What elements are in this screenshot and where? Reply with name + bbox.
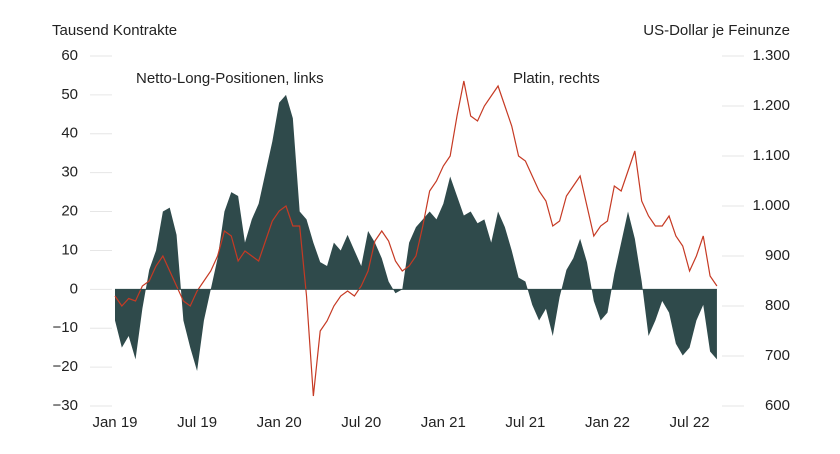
y-tick-label: −10 bbox=[53, 319, 78, 336]
annotation: Platin, rechts bbox=[513, 70, 600, 87]
y-axis-title: Tausend Kontrakte bbox=[52, 22, 177, 39]
x-tick-label: Jan 21 bbox=[421, 414, 466, 431]
x-tick-label: Jul 22 bbox=[670, 414, 710, 431]
y2-tick-label: 800 bbox=[765, 297, 790, 314]
y2-tick-label: 1.000 bbox=[752, 197, 790, 214]
y-tick-label: 10 bbox=[61, 241, 78, 258]
y-tick-label: 60 bbox=[61, 47, 78, 64]
y-tick-label: 30 bbox=[61, 164, 78, 181]
y-tick-label: −30 bbox=[53, 397, 78, 414]
x-tick-label: Jan 20 bbox=[257, 414, 302, 431]
area bbox=[115, 94, 717, 371]
y2-tick-label: 900 bbox=[765, 247, 790, 264]
line bbox=[114, 80, 718, 397]
y2-tick-label: 1.100 bbox=[752, 147, 790, 164]
x-tick-label: Jan 22 bbox=[585, 414, 630, 431]
y-tick-label: 50 bbox=[61, 86, 78, 103]
y2-tick-label: 600 bbox=[765, 397, 790, 414]
y-tick-label: 0 bbox=[70, 280, 78, 297]
y2-tick-label: 1.300 bbox=[752, 47, 790, 64]
x-tick-label: Jan 19 bbox=[92, 414, 137, 431]
y-tick-label: −20 bbox=[53, 358, 78, 375]
y-tick-label: 20 bbox=[61, 203, 78, 220]
y2-tick-label: 1.200 bbox=[752, 97, 790, 114]
y2-axis-title: US-Dollar je Feinunze bbox=[643, 22, 790, 39]
y-tick-label: 40 bbox=[61, 125, 78, 142]
x-tick-label: Jul 21 bbox=[505, 414, 545, 431]
x-tick-label: Jul 19 bbox=[177, 414, 217, 431]
x-tick-label: Jul 20 bbox=[341, 414, 381, 431]
y2-tick-label: 700 bbox=[765, 347, 790, 364]
annotation: Netto-Long-Positionen, links bbox=[136, 70, 324, 87]
